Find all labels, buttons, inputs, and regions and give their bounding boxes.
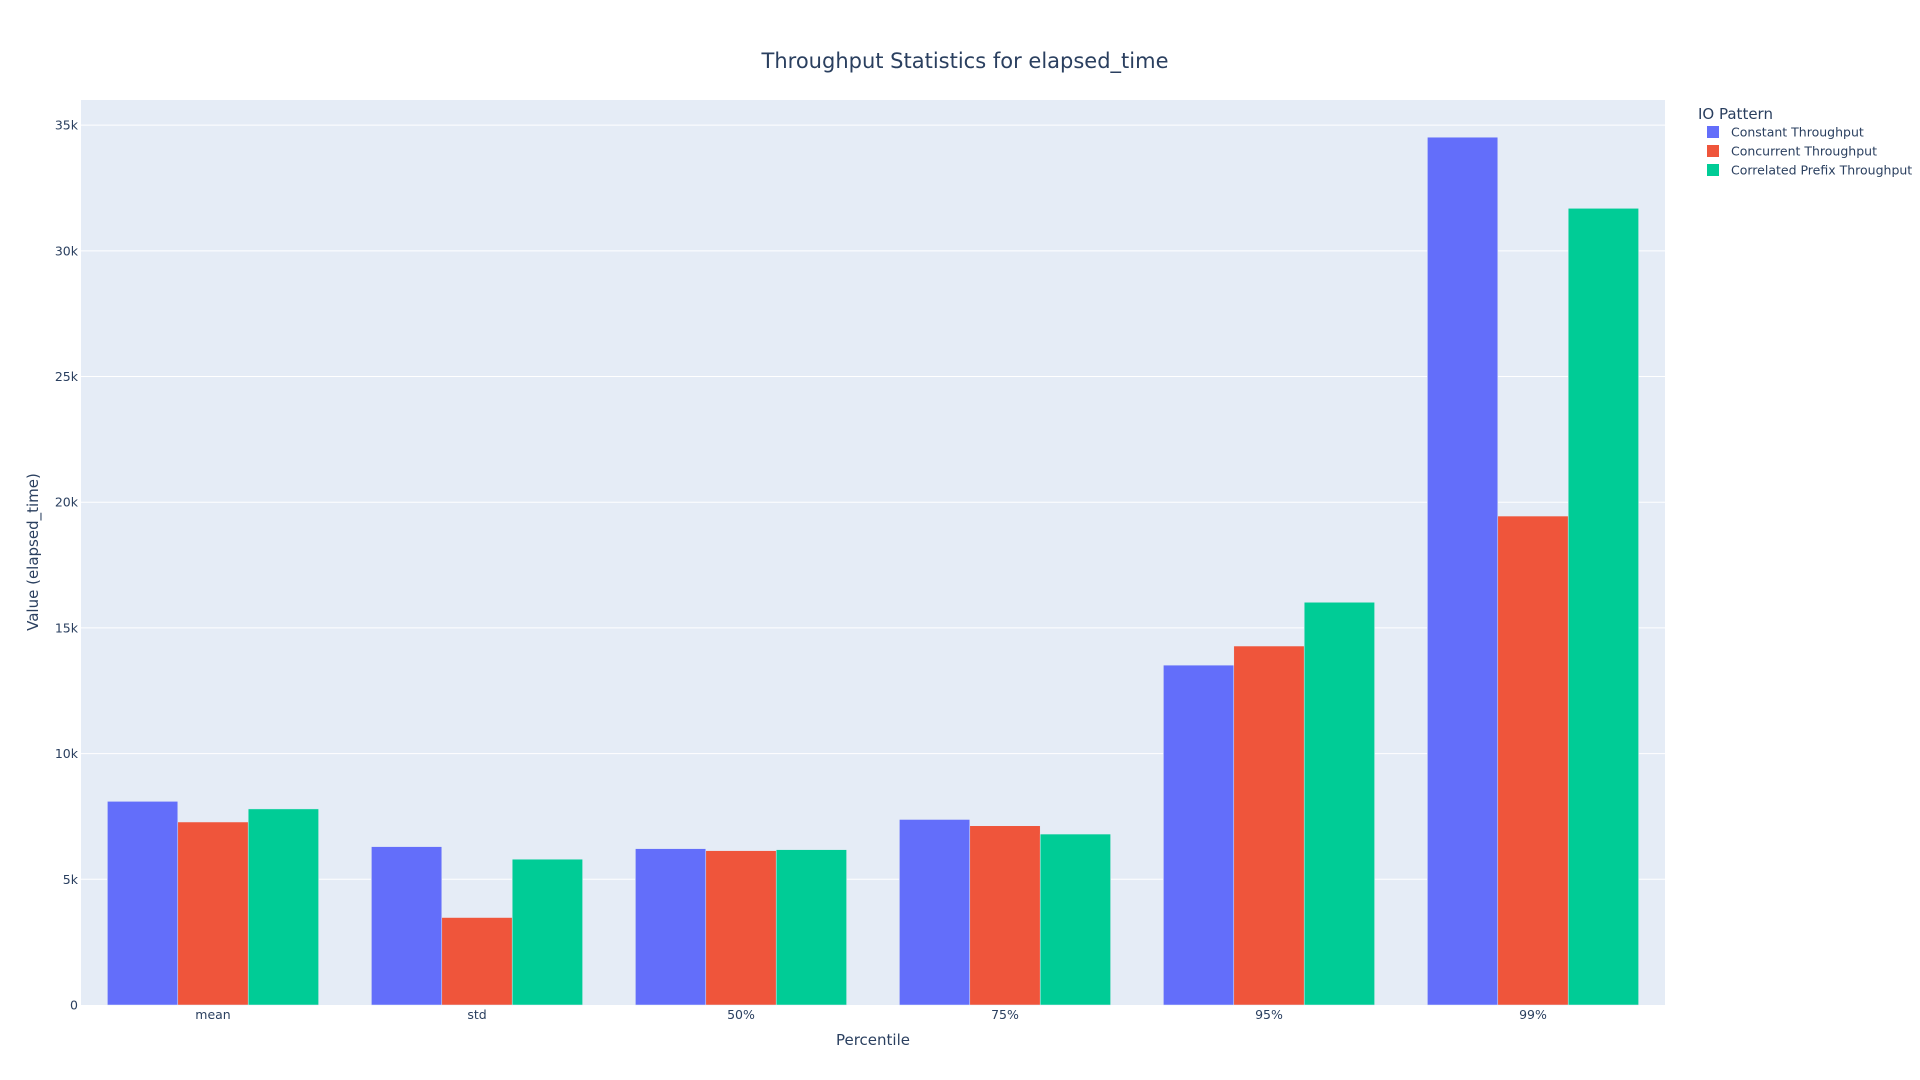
- x-axis-ticks: mean std 50% 75% 95% 99%: [195, 1007, 1547, 1022]
- bar-correlated-prefix-throughput-3: [1039, 833, 1111, 1006]
- y-tick-label: 35k: [55, 118, 79, 133]
- bar-constant-throughput-3: [899, 819, 971, 1006]
- y-tick-label: 5k: [63, 872, 79, 887]
- x-tick-label: 95%: [1255, 1007, 1283, 1022]
- bar-constant-throughput-1: [371, 846, 443, 1006]
- x-tick-label: std: [467, 1007, 486, 1022]
- gridlines: [81, 124, 1665, 880]
- bar-concurrent-throughput-4: [1233, 645, 1305, 1006]
- bar-concurrent-throughput-3: [969, 825, 1041, 1006]
- y-tick-label: 25k: [55, 369, 79, 384]
- legend-title: IO Pattern: [1698, 105, 1773, 123]
- x-tick-label: 75%: [991, 1007, 1019, 1022]
- y-tick-label: 15k: [55, 620, 79, 635]
- x-tick-label: 50%: [727, 1007, 755, 1022]
- bar-concurrent-throughput-1: [441, 917, 513, 1006]
- bar-correlated-prefix-throughput-1: [511, 858, 583, 1006]
- legend-swatch[interactable]: [1707, 126, 1719, 138]
- y-tick-label: 30k: [55, 243, 79, 258]
- y-tick-label: 20k: [55, 495, 79, 510]
- bar-concurrent-throughput-2: [705, 850, 777, 1006]
- bar-constant-throughput-2: [635, 848, 707, 1006]
- x-tick-label: mean: [195, 1007, 230, 1022]
- y-axis-ticks: 0 5k 10k 15k 20k 25k 30k 35k: [55, 118, 79, 1013]
- chart-title: Throughput Statistics for elapsed_time: [761, 49, 1169, 74]
- legend-label[interactable]: Constant Throughput: [1731, 125, 1864, 140]
- bar-concurrent-throughput-5: [1497, 515, 1569, 1006]
- bars: [107, 136, 1639, 1006]
- bar-concurrent-throughput-0: [177, 821, 249, 1006]
- y-tick-label: 10k: [55, 746, 79, 761]
- legend-swatch[interactable]: [1707, 164, 1719, 176]
- bar-constant-throughput-0: [107, 801, 179, 1006]
- bar-constant-throughput-5: [1427, 136, 1499, 1006]
- bar-constant-throughput-4: [1163, 664, 1235, 1006]
- bar-correlated-prefix-throughput-4: [1303, 602, 1375, 1006]
- y-axis-title: Value (elapsed_time): [24, 473, 43, 631]
- y-tick-label: 0: [70, 998, 78, 1013]
- legend-label[interactable]: Concurrent Throughput: [1731, 144, 1877, 159]
- x-axis-title: Percentile: [836, 1031, 910, 1049]
- x-tick-label: 99%: [1519, 1007, 1547, 1022]
- bar-correlated-prefix-throughput-5: [1567, 208, 1639, 1006]
- bar-correlated-prefix-throughput-0: [247, 808, 319, 1006]
- legend-swatch[interactable]: [1707, 145, 1719, 157]
- legend-label[interactable]: Correlated Prefix Throughput: [1731, 163, 1912, 178]
- bar-correlated-prefix-throughput-2: [775, 849, 847, 1006]
- legend: IO Pattern Constant Throughput Concurrent…: [1698, 105, 1912, 178]
